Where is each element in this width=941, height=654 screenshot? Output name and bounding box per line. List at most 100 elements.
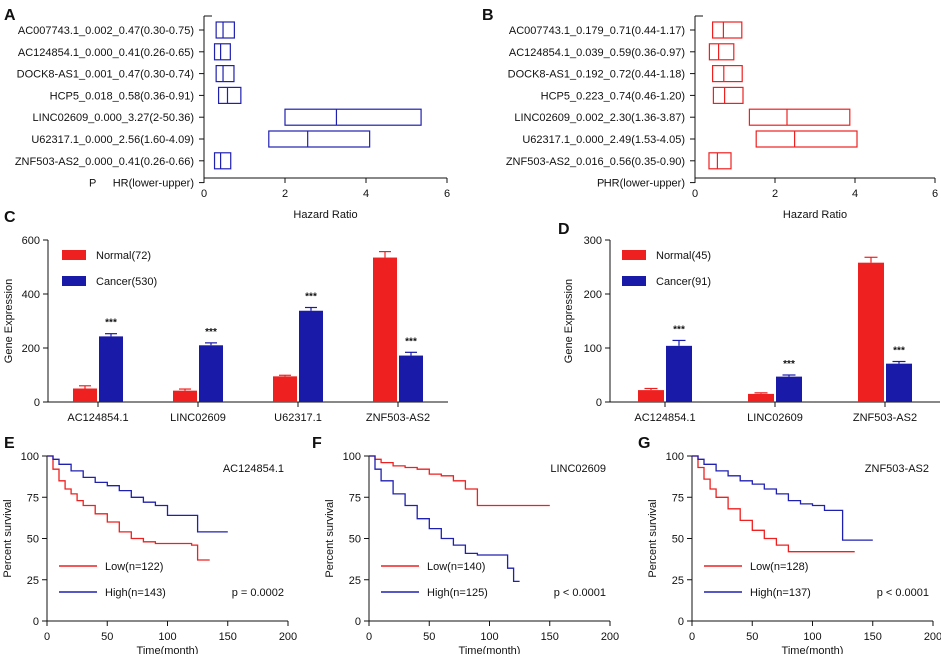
bar-normal xyxy=(748,393,774,402)
x-tick-label: 0 xyxy=(201,188,207,200)
legend-label: Low(n=140) xyxy=(427,561,485,573)
forest-row-label: AC007743.1_0.179_0.71(0.44-1.17) xyxy=(509,25,685,37)
ci-box xyxy=(284,108,422,126)
y-tick-label: 400 xyxy=(22,289,40,301)
legend-swatch xyxy=(622,250,646,260)
legend-label: High(n=137) xyxy=(750,587,811,599)
y-tick-label: 200 xyxy=(22,343,40,355)
legend-label: Low(n=128) xyxy=(750,561,808,573)
x-category-label: AC124854.1 xyxy=(67,412,128,424)
y-tick-label: 100 xyxy=(21,451,39,463)
y-tick-label: 100 xyxy=(666,451,684,463)
panel-letter-e: E xyxy=(4,435,15,452)
forest-row-label: AC124854.1_0.000_0.41(0.26-0.65) xyxy=(18,47,194,59)
significance-label: *** xyxy=(673,324,685,335)
y-tick-label: 300 xyxy=(584,235,602,247)
y-tick-label: 50 xyxy=(672,534,684,546)
x-tick-label: 200 xyxy=(924,631,941,643)
survival-curve-high xyxy=(47,455,228,533)
ci-box xyxy=(268,130,371,148)
panel-letter-b: B xyxy=(482,7,494,24)
forest-row-label: ZNF503-AS2_0.016_0.56(0.35-0.90) xyxy=(506,156,685,168)
y-tick-label: 50 xyxy=(349,534,361,546)
x-tick-label: 100 xyxy=(480,631,498,643)
forest-row-label: DOCK8-AS1_0.192_0.72(0.44-1.18) xyxy=(508,69,685,81)
forest-row-label: LINC02609_0.000_3.27(2-50.36) xyxy=(33,112,194,124)
forest-row-label: AC124854.1_0.039_0.59(0.36-0.97) xyxy=(509,47,685,59)
x-tick-label: 100 xyxy=(803,631,821,643)
x-category-label: ZNF503-AS2 xyxy=(366,412,430,424)
bar-normal xyxy=(73,388,97,402)
legend-label: Cancer(530) xyxy=(96,276,157,288)
x-tick-label: 6 xyxy=(932,188,938,200)
significance-label: *** xyxy=(893,346,905,357)
bar-normal xyxy=(858,262,884,402)
x-tick-label: 6 xyxy=(444,188,450,200)
legend-swatch xyxy=(622,276,646,286)
survival-gene-title: ZNF503-AS2 xyxy=(865,463,929,475)
survival-curve-low xyxy=(692,455,855,553)
y-tick-label: 25 xyxy=(349,575,361,587)
significance-label: *** xyxy=(105,318,117,329)
survival-gene-title: LINC02609 xyxy=(550,463,606,475)
bar-normal xyxy=(373,257,397,402)
p-value-label: p = 0.0002 xyxy=(232,587,284,599)
bar-normal xyxy=(273,376,297,402)
x-axis-title: Time(month) xyxy=(459,645,521,654)
x-tick-label: 200 xyxy=(279,631,297,643)
x-tick-label: 4 xyxy=(363,188,369,200)
y-tick-label: 0 xyxy=(33,616,39,628)
x-category-label: AC124854.1 xyxy=(634,412,695,424)
y-tick-label: 0 xyxy=(355,616,361,628)
ci-box xyxy=(213,43,231,61)
y-tick-label: 0 xyxy=(678,616,684,628)
forest-row-label: HCP5_0.018_0.58(0.36-0.91) xyxy=(50,90,194,102)
survival-curve-high xyxy=(369,455,520,583)
bar-normal xyxy=(638,390,664,402)
x-category-label: U62317.1 xyxy=(274,412,322,424)
forest-row-label: HCP5_0.223_0.74(0.46-1.20) xyxy=(541,90,685,102)
ci-box xyxy=(708,152,732,170)
x-tick-label: 4 xyxy=(852,188,858,200)
x-tick-label: 150 xyxy=(219,631,237,643)
x-tick-label: 150 xyxy=(541,631,559,643)
bar-cancer xyxy=(299,310,323,402)
panel-letter-a: A xyxy=(4,7,16,24)
x-axis-title: Hazard Ratio xyxy=(293,209,357,221)
header-p: P xyxy=(597,178,604,190)
ci-box xyxy=(712,86,744,105)
x-tick-label: 0 xyxy=(689,631,695,643)
x-axis-title: Time(month) xyxy=(782,645,844,654)
y-tick-label: 25 xyxy=(672,575,684,587)
y-axis-title: Percent survival xyxy=(324,499,336,577)
bar-cancer xyxy=(99,336,123,402)
ci-box xyxy=(217,86,242,105)
legend-swatch xyxy=(62,250,86,260)
forest-row-label: ZNF503-AS2_0.000_0.41(0.26-0.66) xyxy=(15,156,194,168)
ci-box xyxy=(748,108,851,126)
bar-cancer xyxy=(776,376,802,402)
x-tick-label: 50 xyxy=(746,631,758,643)
ci-box xyxy=(711,64,743,83)
p-value-label: p < 0.0001 xyxy=(877,587,929,599)
y-tick-label: 25 xyxy=(27,575,39,587)
bar-cancer xyxy=(199,345,223,402)
x-tick-label: 50 xyxy=(101,631,113,643)
y-axis-title: Percent survival xyxy=(2,499,14,577)
y-axis-title: Gene Expression xyxy=(3,279,15,363)
x-tick-label: 2 xyxy=(772,188,778,200)
y-tick-label: 75 xyxy=(349,492,361,504)
y-axis-title: Percent survival xyxy=(647,499,659,577)
y-tick-label: 200 xyxy=(584,289,602,301)
forest-row-label: U62317.1_0.000_2.49(1.53-4.05) xyxy=(522,134,685,146)
bar-cancer xyxy=(399,355,423,402)
bar-normal xyxy=(173,390,197,402)
y-tick-label: 0 xyxy=(34,397,40,409)
legend-label: Low(n=122) xyxy=(105,561,163,573)
survival-curve-low xyxy=(47,455,210,561)
bar-cancer xyxy=(666,345,692,402)
forest-row-label: LINC02609_0.002_2.30(1.36-3.87) xyxy=(514,112,685,124)
panel-letter-d: D xyxy=(558,221,570,238)
